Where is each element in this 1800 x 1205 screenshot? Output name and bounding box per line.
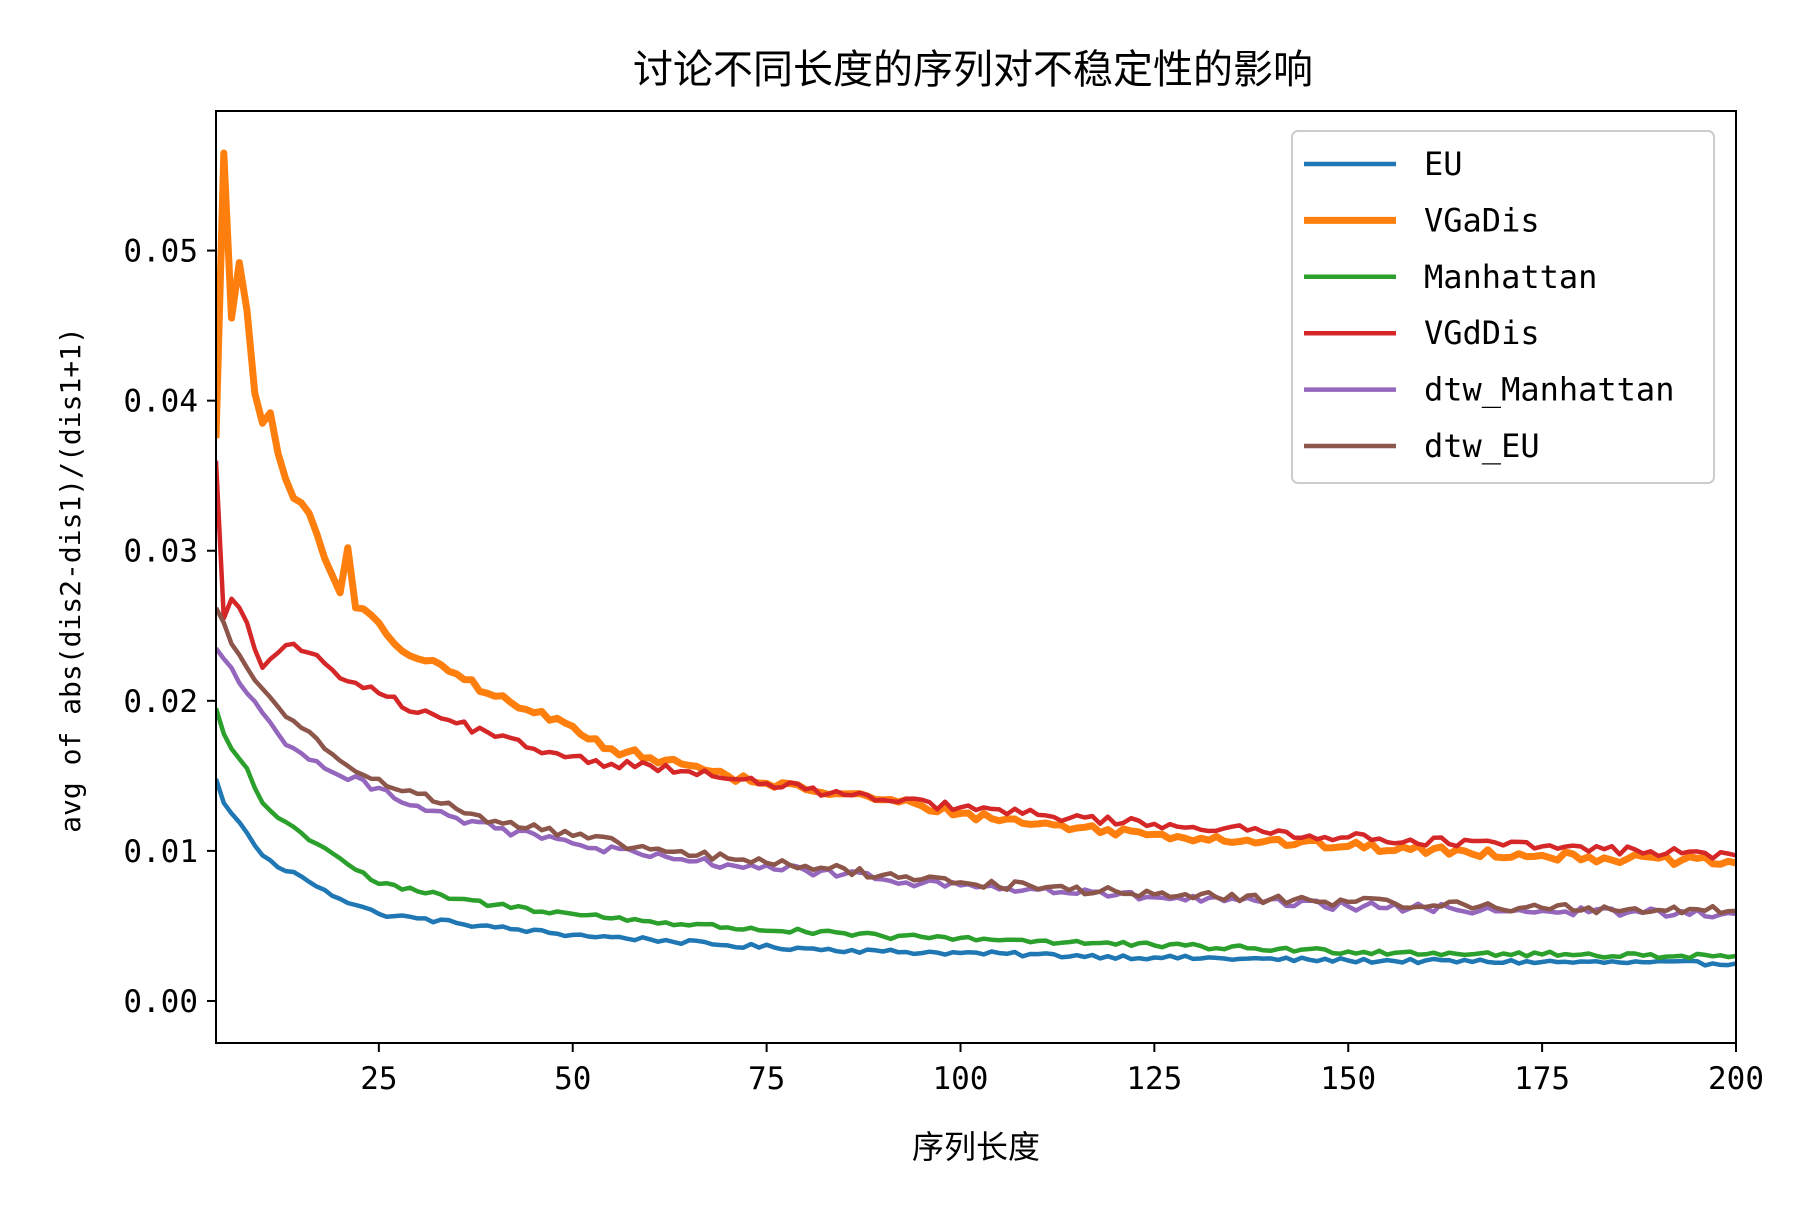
y-tick-label: 0.03 bbox=[123, 534, 198, 570]
x-tick-label: 75 bbox=[748, 1061, 785, 1097]
x-tick-label: 50 bbox=[554, 1061, 591, 1097]
series-line-dtw-eu bbox=[216, 606, 1736, 916]
x-axis-ticks: 25 50 75 100 125 150 175 200 bbox=[360, 1043, 1764, 1097]
y-axis-ticks: 0.00 0.01 0.02 0.03 0.04 0.05 bbox=[123, 234, 216, 1020]
chart-title: 讨论不同长度的序列对不稳定性的影响 bbox=[633, 47, 1313, 93]
legend-label: Manhattan bbox=[1424, 258, 1597, 296]
x-tick-label: 175 bbox=[1514, 1061, 1570, 1097]
x-tick-label: 200 bbox=[1708, 1061, 1764, 1097]
y-tick-label: 0.05 bbox=[123, 234, 198, 270]
legend-items: EU VGaDis Manhattan VGdDis dtw_Manhattan dtw_… bbox=[1304, 145, 1674, 465]
legend: EU VGaDis Manhattan VGdDis dtw_Manhattan dtw_… bbox=[1291, 130, 1715, 484]
legend-box bbox=[1291, 130, 1715, 484]
series-line-vgddis bbox=[216, 460, 1736, 861]
x-tick-label: 150 bbox=[1320, 1061, 1376, 1097]
y-tick-label: 0.01 bbox=[123, 834, 198, 870]
y-tick-label: 0.02 bbox=[123, 684, 198, 720]
x-axis-label: 序列长度 bbox=[912, 1128, 1040, 1166]
y-tick-label: 0.04 bbox=[123, 384, 198, 420]
x-tick-label: 125 bbox=[1126, 1061, 1182, 1097]
legend-label: dtw_Manhattan bbox=[1424, 371, 1674, 409]
series-lines bbox=[216, 149, 1736, 968]
series-line-manhattan bbox=[216, 707, 1736, 961]
series-line-eu bbox=[216, 778, 1736, 968]
x-tick-label: 25 bbox=[360, 1061, 397, 1097]
legend-label: VGaDis bbox=[1424, 201, 1540, 239]
x-tick-label: 100 bbox=[932, 1061, 988, 1097]
series-line-dtw-manhattan bbox=[216, 646, 1736, 920]
y-axis-label: avg of abs(dis2-dis1)/(dis1+1) bbox=[54, 327, 87, 833]
legend-label: VGdDis bbox=[1424, 314, 1540, 352]
y-tick-label: 0.00 bbox=[123, 984, 198, 1020]
legend-label: EU bbox=[1424, 145, 1463, 183]
legend-label: dtw_EU bbox=[1424, 427, 1540, 465]
plot-frame bbox=[215, 110, 1737, 1044]
series-line-vgadis bbox=[216, 149, 1736, 868]
